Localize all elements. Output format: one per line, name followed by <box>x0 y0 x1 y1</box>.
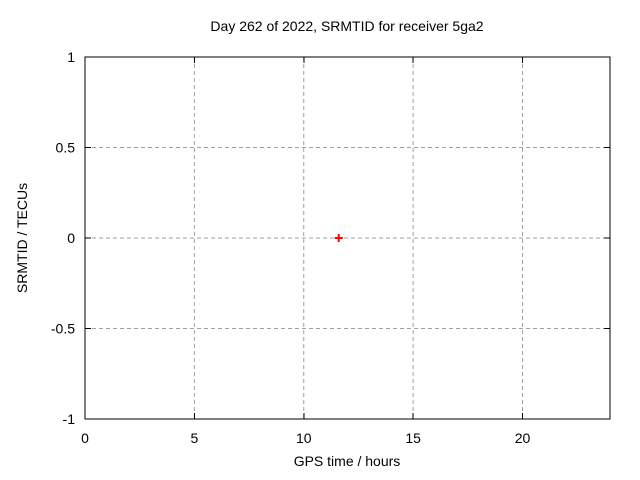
x-tick-label: 20 <box>515 430 531 446</box>
x-tick-label: 10 <box>296 430 312 446</box>
y-tick-label: -1 <box>63 411 76 427</box>
x-tick-label: 5 <box>190 430 198 446</box>
chart-title: Day 262 of 2022, SRMTID for receiver 5ga… <box>210 18 483 34</box>
x-tick-label: 15 <box>405 430 421 446</box>
plot-area: 0 5 10 15 20 -1 -0.5 0 0.5 1 <box>51 49 611 446</box>
y-tick-label: -0.5 <box>51 321 75 337</box>
x-axis-label: GPS time / hours <box>294 453 401 469</box>
x-tick-label: 0 <box>81 430 89 446</box>
y-tick-label: 1 <box>67 49 75 65</box>
y-tick-label: 0 <box>67 230 75 246</box>
y-axis-label: SRMTID / TECUs <box>14 183 30 293</box>
y-tick-label: 0.5 <box>56 140 76 156</box>
